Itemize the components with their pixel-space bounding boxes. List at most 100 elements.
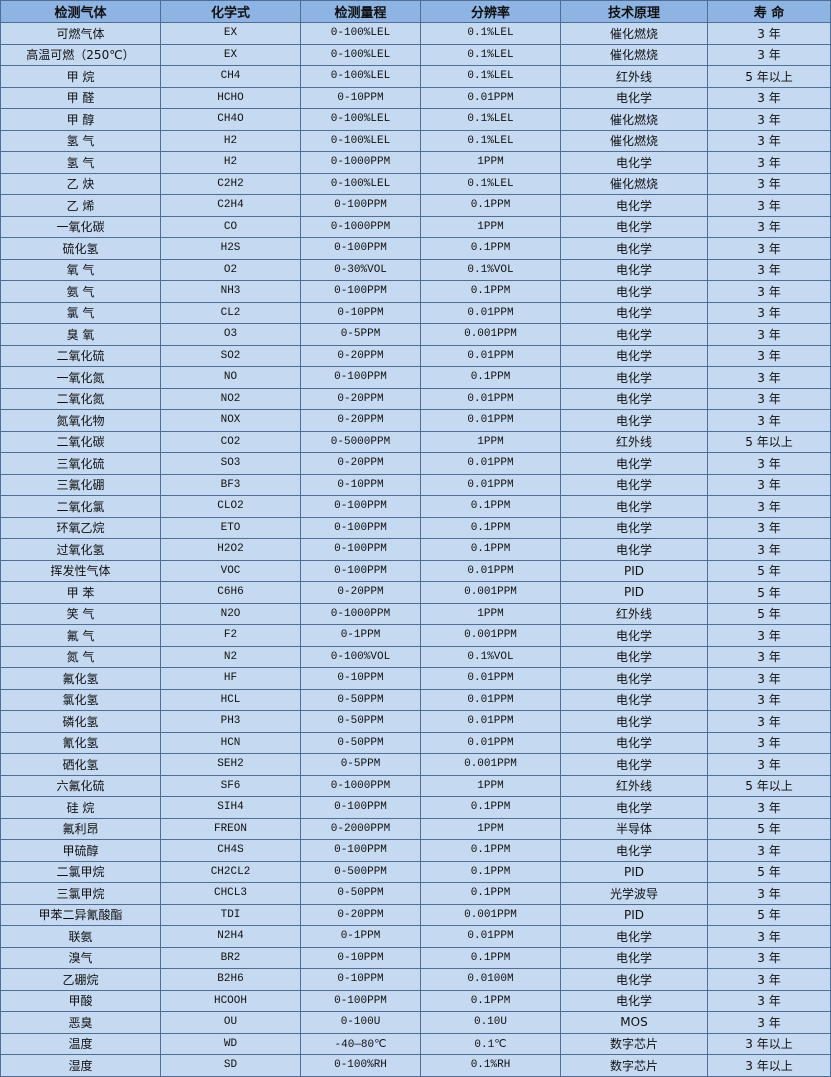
table-row: 三氟化硼 BF3 0-10PPM 0.01PPM 电化学 3 年 (0, 473, 831, 496)
principle-cell: 电化学 (560, 344, 708, 367)
resolution-cell: 1PPM (420, 774, 561, 797)
resolution-cell: 0.1PPM (420, 989, 561, 1012)
gas-cell: 甲 醇 (0, 108, 161, 131)
range-cell: 0-100%LEL (300, 43, 421, 66)
range-cell: 0-100%LEL (300, 22, 421, 45)
range-cell: 0-100U (300, 1011, 421, 1034)
resolution-cell: 1PPM (420, 215, 561, 238)
resolution-cell: 0.1PPM (420, 194, 561, 217)
gas-cell: 磷化氢 (0, 710, 161, 733)
table-row: 氰化氢 HCN 0-50PPM 0.01PPM 电化学 3 年 (0, 731, 831, 754)
principle-cell: PID (560, 903, 708, 926)
principle-cell: 电化学 (560, 215, 708, 238)
table-row: 硫化氢 H2S 0-100PPM 0.1PPM 电化学 3 年 (0, 237, 831, 260)
table-row: 氟化氢 HF 0-10PPM 0.01PPM 电化学 3 年 (0, 667, 831, 690)
table-row: 三氯甲烷 CHCL3 0-50PPM 0.1PPM 光学波导 3 年 (0, 882, 831, 905)
range-cell: 0-1PPM (300, 624, 421, 647)
formula-cell: SO2 (160, 344, 301, 367)
table-row: 过氧化氢 H2O2 0-100PPM 0.1PPM 电化学 3 年 (0, 538, 831, 561)
formula-cell: SEH2 (160, 753, 301, 776)
principle-cell: 电化学 (560, 280, 708, 303)
table-row: 恶臭 OU 0-100U 0.10U MOS 3 年 (0, 1011, 831, 1034)
table-row: 乙 炔 C2H2 0-100%LEL 0.1%LEL 催化燃烧 3 年 (0, 172, 831, 195)
principle-cell: 电化学 (560, 387, 708, 410)
header-resolution: 分辨率 (420, 0, 561, 23)
table-row: 氢 气 H2 0-100%LEL 0.1%LEL 催化燃烧 3 年 (0, 129, 831, 152)
principle-cell: 电化学 (560, 452, 708, 475)
range-cell: 0-10PPM (300, 667, 421, 690)
table-row: 氮 气 N2 0-100%VOL 0.1%VOL 电化学 3 年 (0, 645, 831, 668)
resolution-cell: 0.01PPM (420, 387, 561, 410)
lifespan-cell: 3 年 (707, 925, 831, 948)
principle-cell: 电化学 (560, 237, 708, 260)
lifespan-cell: 3 年 (707, 22, 831, 45)
resolution-cell: 0.01PPM (420, 667, 561, 690)
range-cell: 0-1000PPM (300, 774, 421, 797)
principle-cell: 电化学 (560, 989, 708, 1012)
resolution-cell: 1PPM (420, 151, 561, 174)
table-row: 联氨 N2H4 0-1PPM 0.01PPM 电化学 3 年 (0, 925, 831, 948)
range-cell: 0-100%VOL (300, 645, 421, 668)
lifespan-cell: 3 年 (707, 409, 831, 432)
principle-cell: 电化学 (560, 710, 708, 733)
gas-cell: 氧 气 (0, 258, 161, 281)
gas-cell: 二氧化氮 (0, 387, 161, 410)
gas-cell: 温度 (0, 1032, 161, 1055)
range-cell: 0-20PPM (300, 409, 421, 432)
principle-cell: 数字芯片 (560, 1054, 708, 1077)
resolution-cell: 0.1PPM (420, 946, 561, 969)
lifespan-cell: 3 年 (707, 237, 831, 260)
lifespan-cell: 3 年 (707, 538, 831, 561)
lifespan-cell: 3 年 (707, 258, 831, 281)
range-cell: 0-100PPM (300, 516, 421, 539)
gas-cell: 高温可燃（250℃） (0, 43, 161, 66)
formula-cell: CH4O (160, 108, 301, 131)
gas-cell: 乙 炔 (0, 172, 161, 195)
lifespan-cell: 3 年以上 (707, 1054, 831, 1077)
resolution-cell: 0.001PPM (420, 323, 561, 346)
lifespan-cell: 3 年 (707, 495, 831, 518)
table-row: 氮氧化物 NOX 0-20PPM 0.01PPM 电化学 3 年 (0, 409, 831, 432)
lifespan-cell: 5 年以上 (707, 774, 831, 797)
gas-cell: 恶臭 (0, 1011, 161, 1034)
principle-cell: 电化学 (560, 366, 708, 389)
table-row: 二氧化氮 NO2 0-20PPM 0.01PPM 电化学 3 年 (0, 387, 831, 410)
range-cell: 0-100%LEL (300, 65, 421, 88)
resolution-cell: 0.10U (420, 1011, 561, 1034)
range-cell: 0-1PPM (300, 925, 421, 948)
principle-cell: 电化学 (560, 538, 708, 561)
principle-cell: 催化燃烧 (560, 172, 708, 195)
formula-cell: N2 (160, 645, 301, 668)
range-cell: 0-10PPM (300, 968, 421, 991)
lifespan-cell: 3 年 (707, 516, 831, 539)
gas-cell: 笑 气 (0, 602, 161, 625)
resolution-cell: 0.1PPM (420, 495, 561, 518)
range-cell: 0-100PPM (300, 237, 421, 260)
range-cell: 0-10PPM (300, 86, 421, 109)
resolution-cell: 0.1%LEL (420, 108, 561, 131)
table-row: 甲苯二异氰酸酯 TDI 0-20PPM 0.001PPM PID 5 年 (0, 903, 831, 926)
lifespan-cell: 3 年 (707, 968, 831, 991)
principle-cell: 电化学 (560, 194, 708, 217)
gas-cell: 臭 氧 (0, 323, 161, 346)
principle-cell: 电化学 (560, 645, 708, 668)
formula-cell: H2S (160, 237, 301, 260)
table-row: 二氧化氯 CLO2 0-100PPM 0.1PPM 电化学 3 年 (0, 495, 831, 518)
formula-cell: SO3 (160, 452, 301, 475)
lifespan-cell: 3 年 (707, 172, 831, 195)
table-row: 甲 苯 C6H6 0-20PPM 0.001PPM PID 5 年 (0, 581, 831, 604)
lifespan-cell: 3 年 (707, 645, 831, 668)
gas-cell: 一氧化碳 (0, 215, 161, 238)
resolution-cell: 0.1%LEL (420, 129, 561, 152)
resolution-cell: 0.001PPM (420, 624, 561, 647)
gas-cell: 甲 烷 (0, 65, 161, 88)
table-row: 溴气 BR2 0-10PPM 0.1PPM 电化学 3 年 (0, 946, 831, 969)
gas-cell: 甲苯二异氰酸酯 (0, 903, 161, 926)
range-cell: -40—80℃ (300, 1032, 421, 1055)
gas-cell: 甲酸 (0, 989, 161, 1012)
gas-cell: 氟 气 (0, 624, 161, 647)
resolution-cell: 0.1PPM (420, 516, 561, 539)
principle-cell: 电化学 (560, 731, 708, 754)
formula-cell: HCHO (160, 86, 301, 109)
